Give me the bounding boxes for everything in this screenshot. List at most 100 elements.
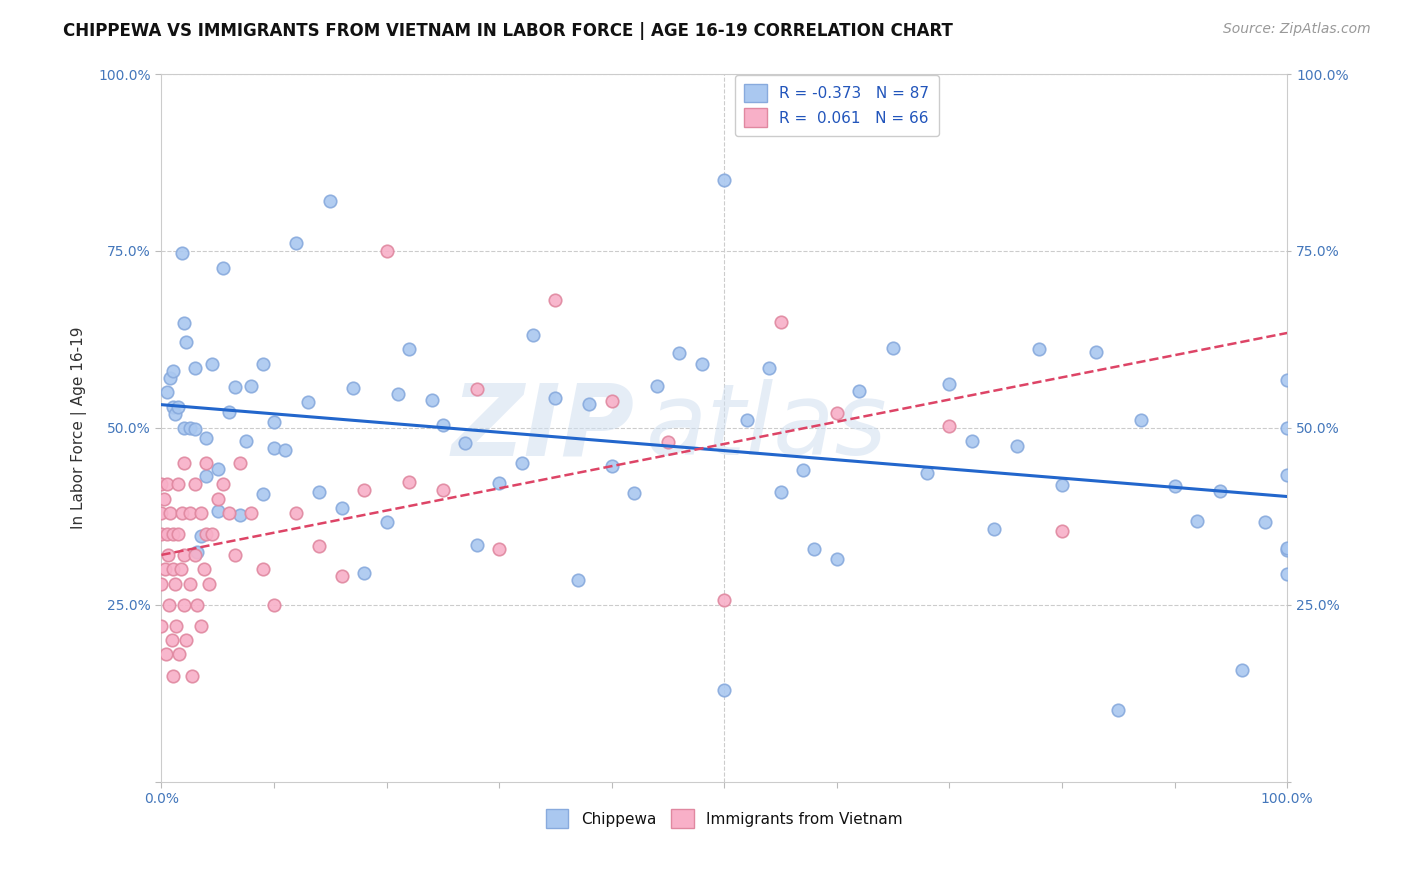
Point xyxy=(600,459,623,474)
Point xyxy=(657,435,679,450)
Point xyxy=(190,506,212,520)
Point xyxy=(432,483,454,498)
Point xyxy=(235,434,257,448)
Point xyxy=(169,562,191,576)
Point xyxy=(180,668,202,682)
Point xyxy=(167,527,190,541)
Point xyxy=(398,342,420,356)
Point xyxy=(1253,515,1275,529)
Point xyxy=(218,405,240,419)
Point xyxy=(285,235,308,250)
Text: ZIP: ZIP xyxy=(451,379,634,476)
Point xyxy=(1275,541,1298,556)
Point xyxy=(488,475,510,490)
Point xyxy=(224,380,246,394)
Point xyxy=(190,529,212,543)
Point xyxy=(184,421,207,435)
Point xyxy=(522,328,544,343)
Point xyxy=(308,539,330,553)
Point xyxy=(159,506,181,520)
Point xyxy=(162,668,184,682)
Y-axis label: In Labor Force | Age 16-19: In Labor Force | Age 16-19 xyxy=(72,326,87,529)
Point xyxy=(252,357,274,371)
Point xyxy=(342,381,364,395)
Point xyxy=(803,542,825,557)
Point xyxy=(465,538,488,552)
Point xyxy=(600,394,623,409)
Point xyxy=(1050,477,1073,491)
Point xyxy=(165,619,187,633)
Point xyxy=(201,357,224,371)
Point xyxy=(207,504,229,518)
Point xyxy=(197,576,219,591)
Point xyxy=(224,548,246,562)
Point xyxy=(162,400,184,414)
Point xyxy=(330,569,353,583)
Point xyxy=(353,566,375,581)
Point xyxy=(207,491,229,506)
Point xyxy=(162,562,184,576)
Point xyxy=(319,194,342,209)
Point xyxy=(713,682,735,697)
Point xyxy=(1084,345,1107,359)
Point xyxy=(454,436,477,450)
Point xyxy=(848,384,870,398)
Point xyxy=(1275,373,1298,387)
Point xyxy=(578,396,600,410)
Point xyxy=(173,598,195,612)
Point xyxy=(420,392,443,407)
Point xyxy=(1208,483,1230,498)
Point xyxy=(179,421,201,435)
Point xyxy=(1005,439,1028,453)
Point xyxy=(174,633,197,648)
Point xyxy=(938,377,960,392)
Point xyxy=(156,385,179,400)
Point xyxy=(174,334,197,349)
Point xyxy=(1275,421,1298,435)
Text: atlas: atlas xyxy=(645,379,887,476)
Point xyxy=(274,442,297,457)
Point xyxy=(1028,342,1050,356)
Point xyxy=(173,456,195,470)
Point xyxy=(510,456,533,470)
Point xyxy=(353,483,375,497)
Point xyxy=(186,544,208,558)
Text: Source: ZipAtlas.com: Source: ZipAtlas.com xyxy=(1223,22,1371,37)
Point xyxy=(263,442,285,456)
Point xyxy=(690,357,713,371)
Point xyxy=(330,501,353,516)
Point xyxy=(163,407,186,421)
Text: CHIPPEWA VS IMMIGRANTS FROM VIETNAM IN LABOR FORCE | AGE 16-19 CORRELATION CHART: CHIPPEWA VS IMMIGRANTS FROM VIETNAM IN L… xyxy=(63,22,953,40)
Point xyxy=(160,633,183,648)
Point xyxy=(1275,542,1298,557)
Point xyxy=(1275,567,1298,582)
Point xyxy=(488,542,510,557)
Point xyxy=(184,548,207,562)
Point xyxy=(179,576,201,591)
Point xyxy=(1275,468,1298,483)
Point xyxy=(157,598,180,612)
Point xyxy=(252,487,274,501)
Point xyxy=(229,456,252,470)
Point xyxy=(195,431,218,445)
Point xyxy=(1129,413,1152,427)
Point xyxy=(825,406,848,420)
Point xyxy=(915,467,938,481)
Point xyxy=(156,527,179,541)
Point xyxy=(263,415,285,429)
Point xyxy=(240,506,263,520)
Point xyxy=(387,387,409,401)
Point xyxy=(162,364,184,378)
Point xyxy=(153,562,176,576)
Point xyxy=(735,413,758,427)
Point xyxy=(645,379,668,393)
Point xyxy=(544,293,567,308)
Point xyxy=(623,486,645,500)
Point xyxy=(173,420,195,434)
Point xyxy=(713,173,735,187)
Point xyxy=(769,485,792,500)
Point xyxy=(163,576,186,591)
Point xyxy=(212,260,235,275)
Point xyxy=(229,508,252,522)
Point xyxy=(195,456,218,470)
